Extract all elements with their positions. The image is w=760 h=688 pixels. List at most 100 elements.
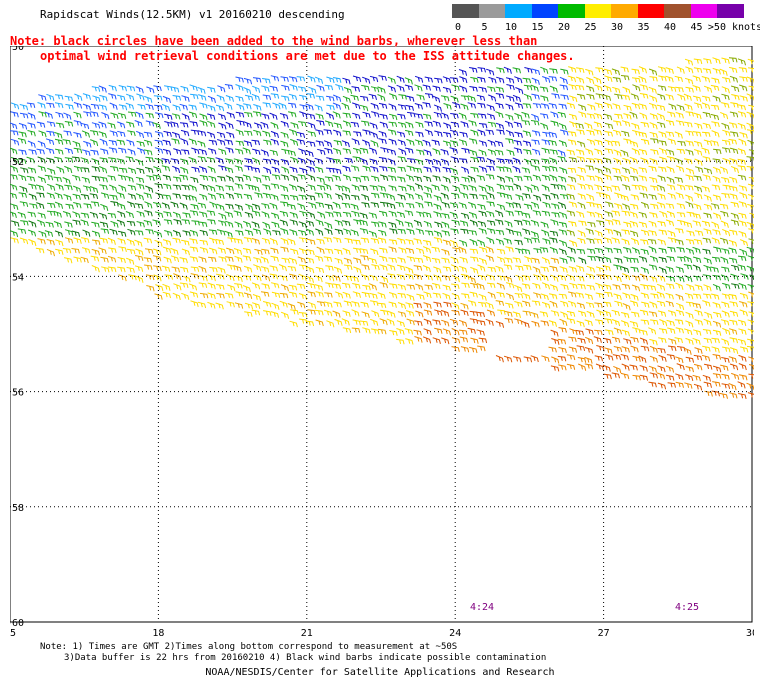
wind-barb: [46, 130, 55, 137]
wind-barb: [101, 112, 110, 120]
wind-barb: [632, 327, 641, 334]
wind-barb: [459, 220, 469, 227]
wind-barb: [604, 211, 613, 218]
wind-barb: [261, 248, 270, 255]
wind-barb: [244, 130, 253, 136]
wind-barb: [676, 184, 686, 191]
wind-barb: [127, 111, 137, 117]
wind-barb: [504, 220, 513, 228]
wind-barb: [524, 256, 533, 264]
wind-barb: [225, 158, 234, 165]
wind-barbs: [10, 57, 754, 400]
wind-barb: [91, 239, 101, 246]
wind-speed-colorbar: 0 5 10 15 20 25 30 35 40 45 >50 knots: [452, 4, 760, 36]
wind-barb: [748, 85, 754, 91]
wind-barb: [172, 165, 181, 174]
wind-barb: [478, 210, 487, 218]
wind-barb: [199, 102, 208, 109]
attitude-note-line-1: Note: black circles have been added to t…: [10, 34, 538, 48]
wind-barb: [647, 239, 657, 245]
wind-barb: [191, 166, 200, 173]
wind-barb: [594, 302, 603, 308]
wind-barb: [199, 193, 208, 201]
wind-barb: [296, 139, 306, 146]
wind-barb: [485, 184, 494, 192]
wind-barb: [476, 311, 485, 318]
wind-barb: [567, 167, 577, 174]
wind-barb: [684, 328, 693, 336]
wind-barb: [748, 104, 754, 111]
wind-barb: [181, 113, 190, 121]
wind-barb: [640, 248, 649, 255]
wind-barb: [737, 255, 747, 262]
wind-barb: [738, 363, 747, 371]
wind-barb: [720, 102, 730, 109]
wind-barb: [469, 291, 478, 298]
wind-barb: [332, 111, 341, 119]
wind-barb: [368, 283, 377, 291]
wind-barb: [531, 148, 541, 156]
wind-barb: [640, 319, 650, 325]
wind-barb: [270, 93, 280, 99]
wind-barb: [630, 203, 639, 210]
wind-barb: [162, 291, 171, 299]
wind-barb: [747, 58, 754, 65]
wind-barb: [227, 284, 236, 292]
wind-barb: [315, 140, 325, 147]
wind-barb: [612, 167, 621, 174]
wind-barb: [729, 75, 738, 83]
wind-barb: [496, 76, 505, 84]
wind-barb: [729, 301, 738, 308]
wind-barb: [505, 185, 514, 191]
wind-barb: [55, 248, 64, 255]
wind-barb: [405, 121, 414, 129]
wind-barb: [206, 113, 216, 120]
wind-barb: [549, 265, 558, 272]
wind-barb: [703, 212, 712, 219]
wind-barb: [549, 149, 558, 155]
wind-barb: [370, 318, 379, 326]
wind-barb: [721, 177, 730, 184]
wind-barb: [666, 166, 675, 174]
wind-barb: [343, 87, 353, 94]
wind-barb: [477, 320, 486, 326]
wind-barb: [170, 86, 180, 93]
wind-barb: [530, 231, 539, 239]
wind-barb: [711, 221, 720, 229]
wind-barb: [459, 76, 468, 84]
wind-barb: [540, 103, 550, 110]
wind-barb: [163, 183, 172, 190]
wind-barb: [596, 345, 605, 352]
time-label: 4:24: [470, 602, 494, 613]
wind-barb: [514, 210, 524, 216]
wind-barb: [612, 129, 622, 137]
wind-barb: [423, 211, 432, 219]
wind-barb: [577, 166, 586, 174]
wind-barb: [559, 167, 568, 175]
wind-barb: [630, 345, 639, 353]
wind-barb: [379, 174, 389, 182]
wind-barb: [62, 211, 72, 218]
wind-barb: [703, 337, 713, 344]
wind-barb: [701, 76, 711, 83]
wind-barb: [478, 301, 487, 308]
wind-barb: [342, 112, 351, 119]
wind-barb: [632, 355, 641, 362]
wind-barb: [35, 184, 45, 191]
wind-barb: [657, 310, 667, 317]
wind-barb: [423, 192, 432, 199]
wind-barb: [117, 94, 126, 101]
wind-barb: [595, 319, 604, 325]
wind-barb: [379, 247, 388, 254]
wind-barb: [234, 165, 243, 172]
wind-barb: [18, 131, 27, 138]
wind-barb: [333, 77, 342, 83]
wind-barb: [594, 184, 603, 191]
wind-barb: [305, 228, 314, 236]
wind-barb: [685, 337, 694, 345]
wind-barb: [549, 174, 558, 182]
wind-barb: [632, 84, 641, 92]
wind-barb: [531, 130, 541, 137]
wind-barb: [530, 201, 540, 209]
wind-barb: [369, 75, 379, 83]
